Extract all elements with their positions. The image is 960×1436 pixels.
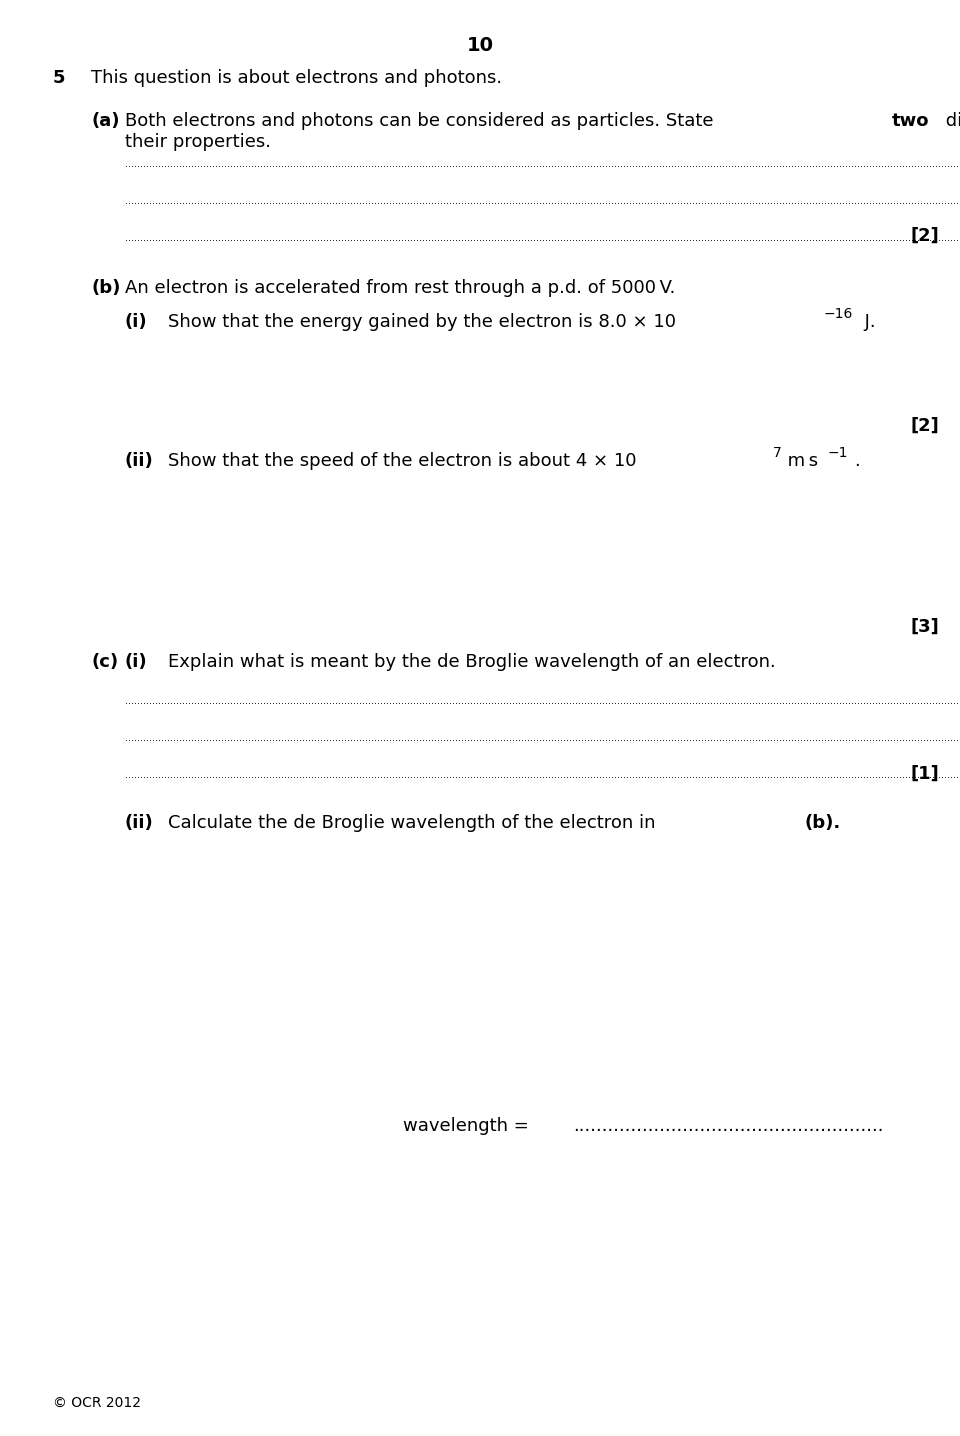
- Text: differences between: differences between: [940, 112, 960, 131]
- Text: ................................................................................: ........................................…: [125, 770, 960, 780]
- Text: (b): (b): [91, 279, 121, 297]
- Text: [2]: [2]: [910, 227, 939, 246]
- Text: [2]: [2]: [910, 416, 939, 435]
- Text: Show that the energy gained by the electron is 8.0 × 10: Show that the energy gained by the elect…: [168, 313, 676, 332]
- Text: (i): (i): [125, 313, 148, 332]
- Text: (ii): (ii): [125, 814, 154, 833]
- Text: two: two: [892, 112, 929, 131]
- Text: Explain what is meant by the de Broglie wavelength of an electron.: Explain what is meant by the de Broglie …: [168, 653, 776, 672]
- Text: 5: 5: [53, 69, 65, 88]
- Text: wavelength =: wavelength =: [403, 1117, 535, 1136]
- Text: Both electrons and photons can be considered as particles. State: Both electrons and photons can be consid…: [125, 112, 719, 131]
- Text: This question is about electrons and photons.: This question is about electrons and pho…: [91, 69, 502, 88]
- Text: 10: 10: [467, 36, 493, 55]
- Text: −1: −1: [828, 447, 849, 461]
- Text: .: .: [854, 452, 860, 471]
- Text: their properties.: their properties.: [125, 132, 271, 151]
- Text: Show that the speed of the electron is about 4 × 10: Show that the speed of the electron is a…: [168, 452, 636, 471]
- Text: (b).: (b).: [804, 814, 841, 833]
- Text: m s: m s: [783, 452, 818, 471]
- Text: (ii): (ii): [125, 452, 154, 471]
- Text: ................................................................................: ........................................…: [125, 695, 960, 705]
- Text: ................................................................................: ........................................…: [125, 158, 960, 168]
- Text: (i): (i): [125, 653, 148, 672]
- Text: (c): (c): [91, 653, 118, 672]
- Text: 7: 7: [773, 447, 781, 461]
- Text: [1]: [1]: [910, 764, 939, 783]
- Text: An electron is accelerated from rest through a p.d. of 5000 V.: An electron is accelerated from rest thr…: [125, 279, 675, 297]
- Text: ................................................................................: ........................................…: [125, 233, 960, 243]
- Text: ................................................................................: ........................................…: [125, 732, 960, 742]
- Text: (a): (a): [91, 112, 120, 131]
- Text: Calculate the de Broglie wavelength of the electron in: Calculate the de Broglie wavelength of t…: [168, 814, 661, 833]
- Text: [3]: [3]: [910, 617, 939, 636]
- Text: −16: −16: [824, 307, 852, 322]
- Text: ................................................................................: ........................................…: [125, 195, 960, 205]
- Text: J.: J.: [861, 313, 876, 332]
- Text: ......................................................: ........................................…: [573, 1117, 883, 1136]
- Text: © OCR 2012: © OCR 2012: [53, 1396, 141, 1410]
